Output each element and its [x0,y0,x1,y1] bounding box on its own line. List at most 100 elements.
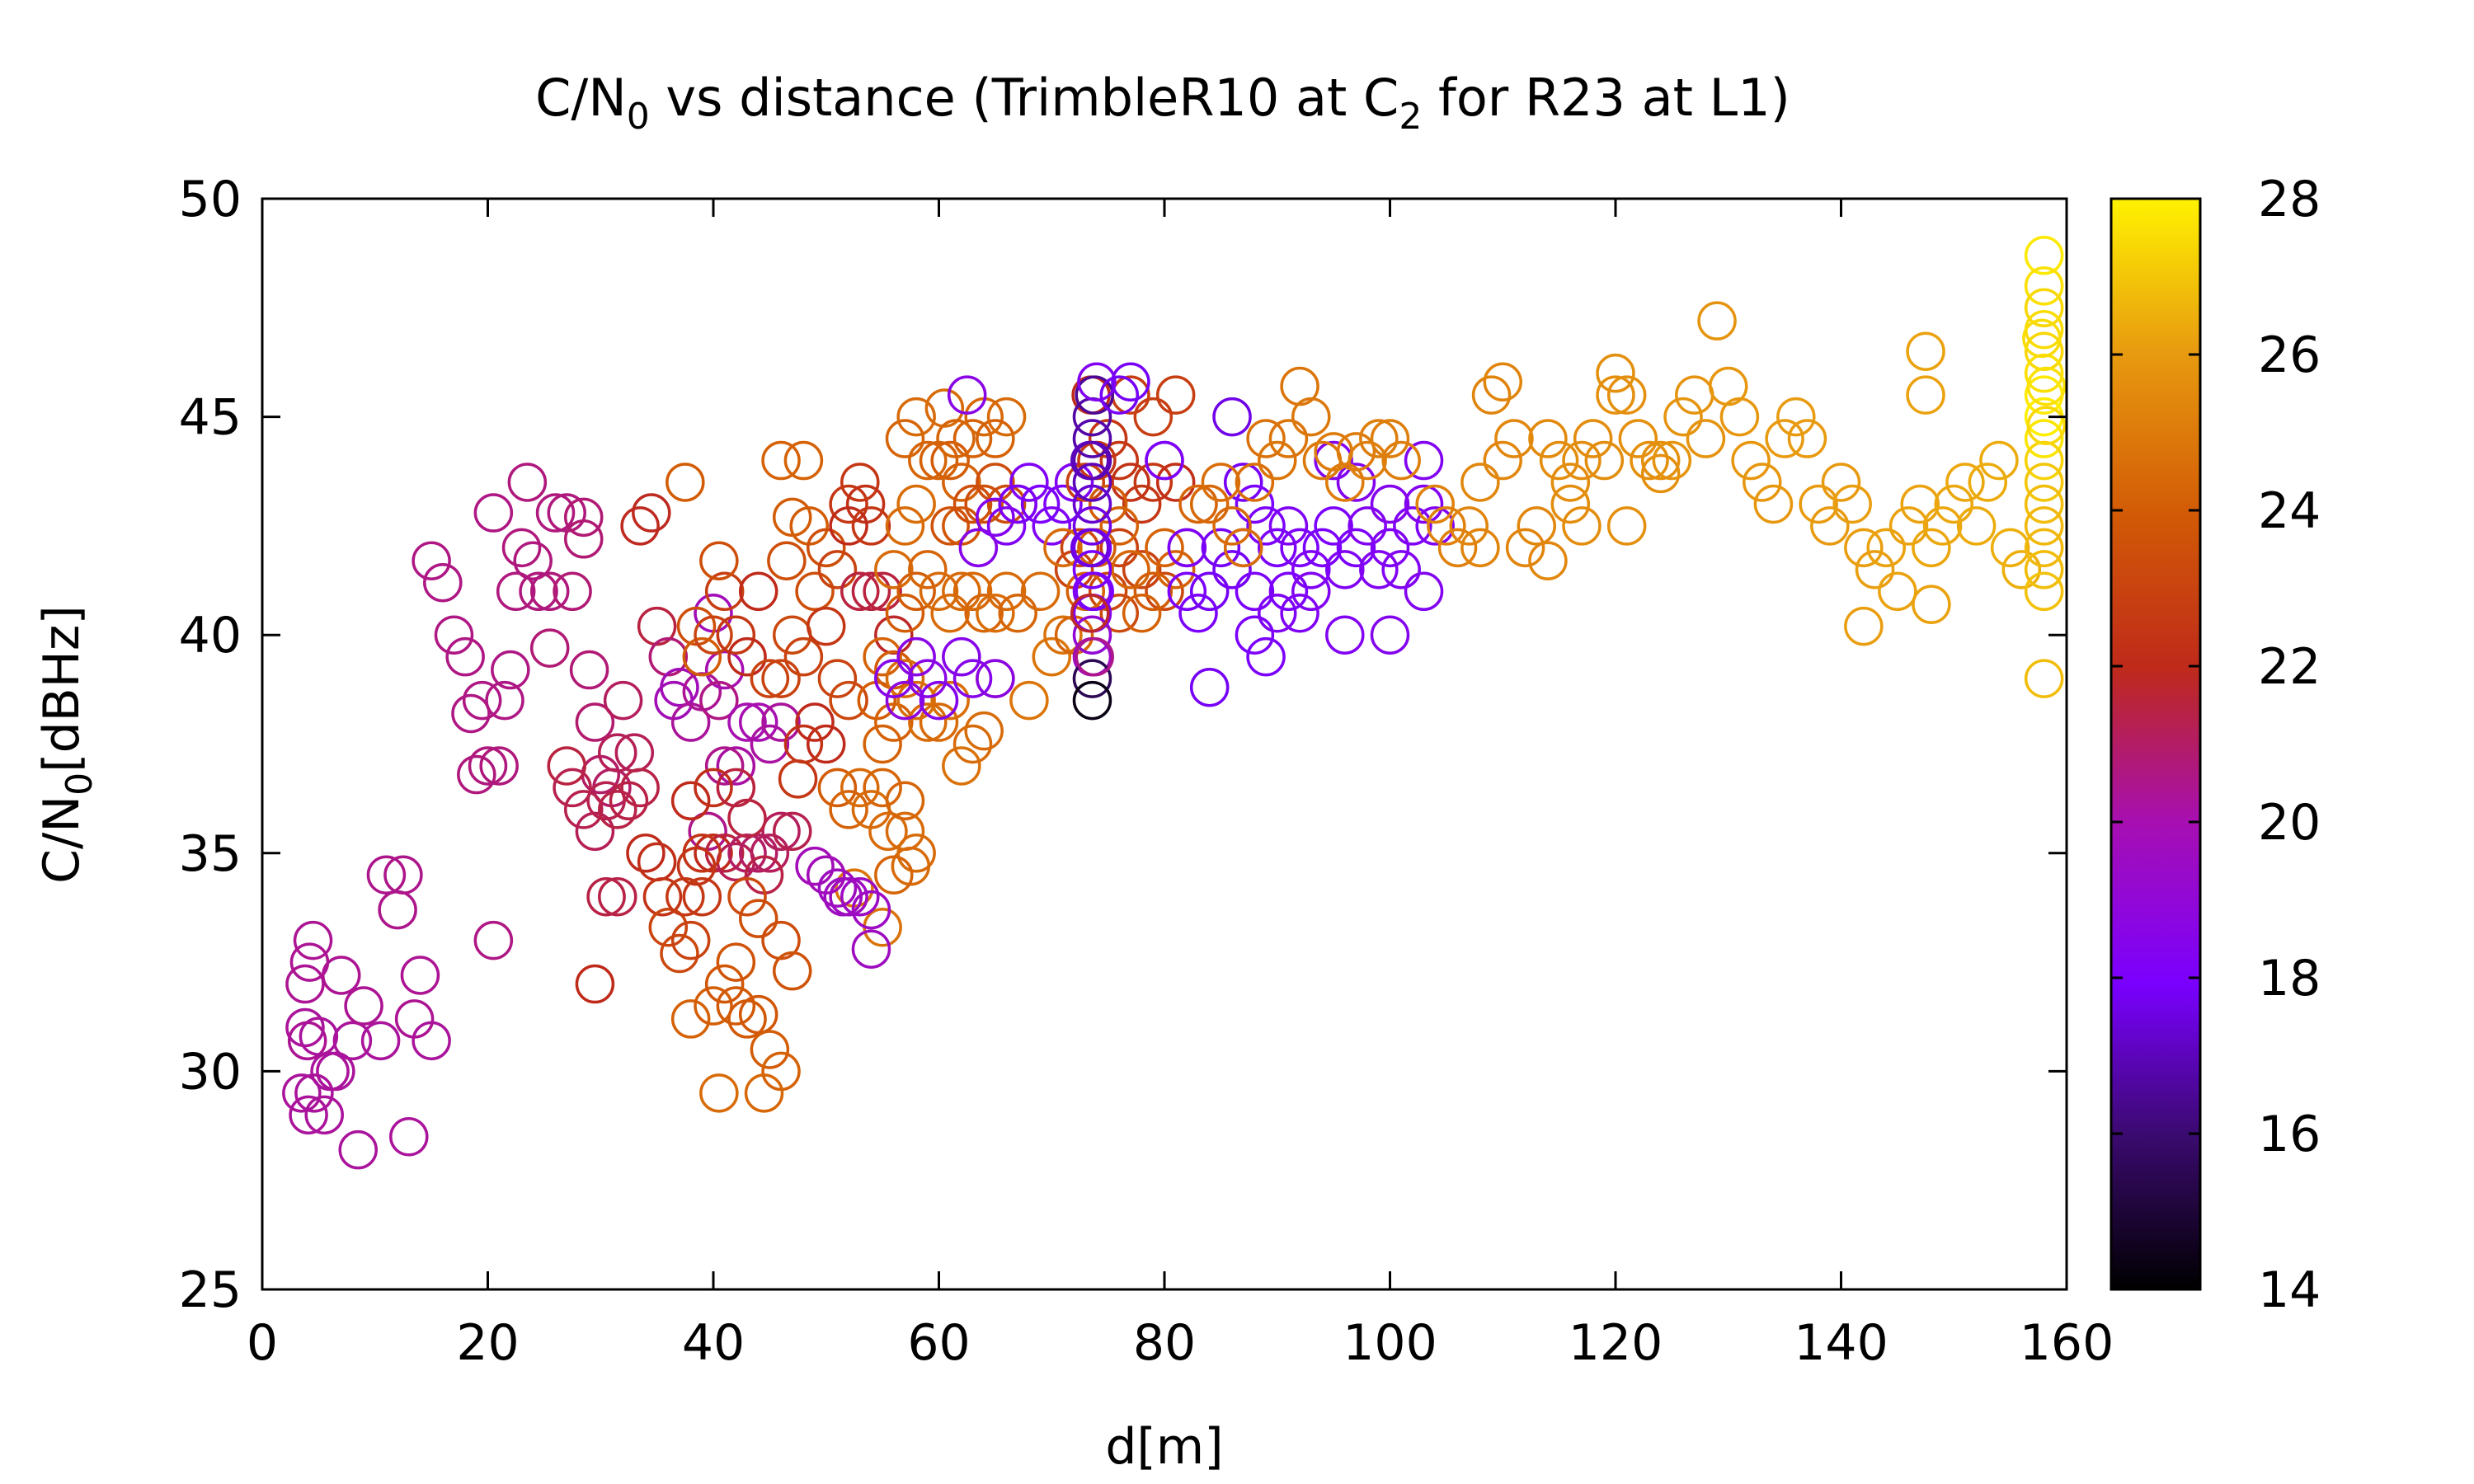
data-point [598,876,637,917]
x-tick-label: 160 [2020,1314,2114,1372]
data-point [1640,453,1681,494]
data-point [896,636,936,677]
data-point [1776,397,1816,437]
data-point [783,724,824,764]
data-point [1235,484,1275,524]
data-point [682,876,722,917]
data-point [919,702,959,742]
data-point [491,650,530,690]
data-point [1550,484,1591,524]
data-point [908,702,948,742]
data-point [1223,528,1263,568]
data-point [1212,506,1252,546]
y-tick-label: 30 [179,1043,242,1101]
data-point [778,759,818,799]
data-point [885,419,925,458]
data-point [1906,331,1945,371]
data-point [1167,528,1207,568]
data-point [1370,528,1410,568]
data-point [1291,571,1331,612]
data-point [1145,571,1184,612]
y-tick-label: 45 [179,389,242,447]
data-point [1178,484,1218,524]
data-point [1133,571,1174,612]
data-point [1212,550,1252,589]
data-point [1070,593,1110,633]
data-point [473,493,514,533]
data-point [445,636,485,677]
data-point [998,593,1037,633]
data-point [670,920,711,960]
data-point [563,790,604,829]
colorbar-tick-label: 22 [2258,638,2321,696]
x-tick-label: 140 [1794,1314,1888,1372]
data-point [704,571,745,612]
data-point [2024,550,2064,589]
data-point [986,397,1027,437]
data-point [1043,615,1083,655]
data-point [829,506,868,546]
data-point [919,571,959,612]
data-point [1155,550,1196,589]
data-point [366,855,407,895]
data-point [1743,463,1782,502]
data-point [783,440,824,481]
data-point [896,680,936,721]
data-point [1618,419,1658,458]
data-point [462,680,502,721]
data-point [1697,301,1737,340]
data-point [1167,571,1207,612]
data-point [1381,550,1421,589]
data-point [1528,419,1568,458]
data-point [767,541,807,580]
data-point [1291,397,1331,437]
data-point [620,506,660,546]
data-point [1155,463,1196,502]
data-point [501,528,542,568]
data-point [423,562,463,603]
data-point [750,1030,790,1069]
data-point [1099,528,1140,568]
data-point [2024,659,2064,698]
data-point [2026,406,2067,445]
data-point [1562,506,1602,546]
data-point [1934,484,1973,524]
data-point [1381,440,1421,481]
data-point [807,528,846,568]
data-point [563,497,604,538]
data-point [1088,484,1128,524]
data-point [344,986,383,1026]
data-point [2024,528,2064,568]
data-point [1235,463,1275,502]
data-point [1072,659,1112,698]
data-point [1336,528,1376,568]
data-point [885,680,925,721]
data-point [1258,593,1297,633]
data-point [817,768,858,808]
data-point [716,842,756,882]
data-point [2024,484,2064,524]
data-point [598,733,637,773]
data-point [1314,506,1353,546]
data-point [964,593,1004,633]
data-point [1370,419,1410,458]
data-point [1888,506,1929,546]
data-point [851,506,891,546]
x-tick-label: 80 [1133,1314,1196,1372]
data-point [699,1073,739,1113]
data-point [285,964,325,1004]
data-point [1075,375,1114,415]
data-point [874,659,914,698]
data-point [529,571,570,612]
data-point [1070,528,1110,568]
data-point [750,659,790,698]
data-point [1246,419,1286,458]
data-point [738,834,778,873]
data-point [586,876,626,917]
data-point [1674,375,1714,415]
data-point [807,724,846,764]
data-point [1072,636,1112,677]
data-point [817,659,858,698]
data-point [1596,375,1635,415]
data-point [1505,528,1545,568]
